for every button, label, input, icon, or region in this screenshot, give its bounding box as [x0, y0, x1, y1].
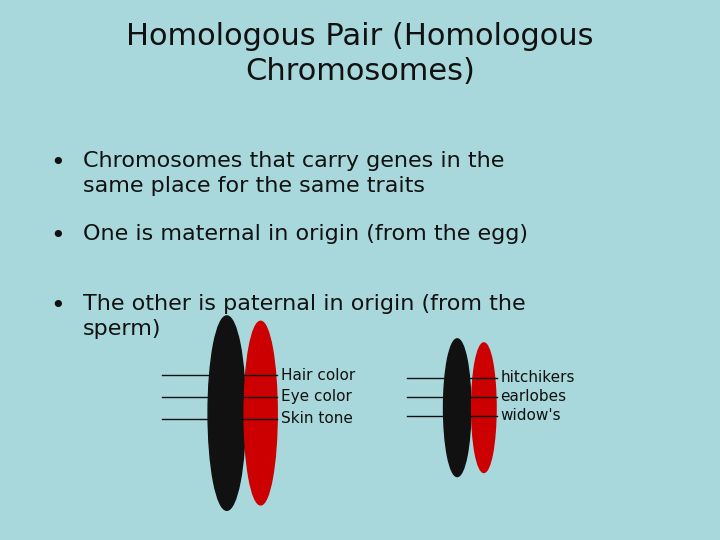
Ellipse shape: [472, 343, 496, 472]
Ellipse shape: [208, 316, 246, 510]
Text: earlobes: earlobes: [500, 389, 567, 404]
Text: •: •: [50, 224, 65, 248]
Text: One is maternal in origin (from the egg): One is maternal in origin (from the egg): [83, 224, 528, 244]
Text: Chromosomes that carry genes in the
same place for the same traits: Chromosomes that carry genes in the same…: [83, 151, 504, 196]
Ellipse shape: [244, 321, 277, 505]
Ellipse shape: [444, 339, 471, 476]
Text: hitchikers: hitchikers: [500, 370, 575, 386]
Text: •: •: [50, 151, 65, 175]
Text: widow's: widow's: [500, 408, 561, 423]
Text: Hair color: Hair color: [281, 368, 355, 383]
Text: Skin tone: Skin tone: [281, 411, 353, 426]
Text: Homologous Pair (Homologous
Chromosomes): Homologous Pair (Homologous Chromosomes): [126, 22, 594, 86]
Text: The other is paternal in origin (from the
sperm): The other is paternal in origin (from th…: [83, 294, 526, 339]
Text: Eye color: Eye color: [281, 389, 351, 404]
Text: •: •: [50, 294, 65, 318]
